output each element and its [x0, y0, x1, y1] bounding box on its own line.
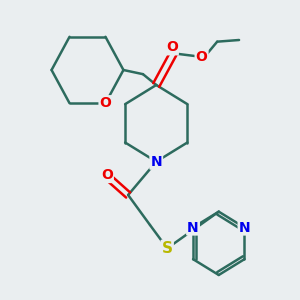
- Text: O: O: [196, 50, 208, 64]
- Text: N: N: [187, 220, 199, 235]
- Text: N: N: [238, 220, 250, 235]
- Text: O: O: [166, 40, 178, 54]
- Text: S: S: [162, 241, 173, 256]
- Text: O: O: [100, 96, 111, 110]
- Text: O: O: [101, 168, 113, 182]
- Text: N: N: [150, 155, 162, 169]
